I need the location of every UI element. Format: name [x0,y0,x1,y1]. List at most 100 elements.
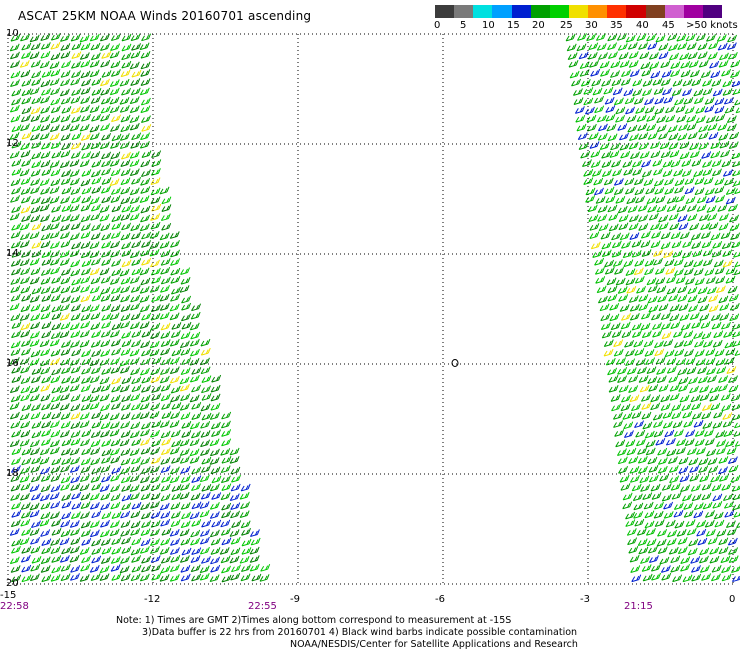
wind-barb [60,464,70,473]
wind-barb [632,168,643,176]
wind-barb [10,51,20,60]
wind-barb [646,123,657,132]
wind-barb [41,375,52,384]
wind-barb [70,295,81,304]
wind-barb [701,240,712,249]
wind-barb [651,231,661,239]
wind-barb [659,556,670,565]
wind-barb [190,430,201,439]
wind-barb [701,403,712,411]
wind-barb [598,52,608,60]
wind-barb [671,88,682,97]
wind-barb [20,69,31,78]
wind-barb [620,321,631,330]
wind-barb [191,303,201,312]
wind-barb [718,456,729,464]
wind-barb [683,502,694,510]
wind-barb [658,303,669,312]
wind-barb [611,330,622,338]
wind-barb [710,232,721,241]
wind-barb [642,79,653,87]
wind-barb [721,565,731,574]
wind-barb [605,113,616,122]
wind-barb [51,555,62,563]
wind-barb [21,528,32,536]
time-label: 22:55 [248,601,277,612]
wind-barb [70,421,81,430]
wind-barb [666,538,677,546]
wind-barb [11,457,21,465]
wind-barb [110,151,121,160]
wind-barb [719,313,730,321]
wind-barb [699,555,709,564]
wind-barb [200,347,211,356]
wind-barb [609,313,620,322]
wind-barb [120,124,131,133]
wind-barb [728,555,739,563]
wind-barb [628,385,639,393]
wind-barb [110,357,120,366]
wind-barb [635,429,646,438]
wind-barb [49,511,60,520]
wind-barb [688,457,699,466]
wind-barb [120,159,131,168]
wind-barb [682,410,693,419]
wind-barb [120,556,130,564]
wind-barb [567,52,578,60]
wind-barb [30,132,40,141]
wind-barb [121,249,132,257]
wind-barb [700,222,711,231]
wind-barb [708,222,719,230]
wind-barb [29,358,40,366]
wind-barb [131,376,142,385]
wind-barb [634,275,645,284]
wind-barb [70,430,81,438]
wind-barb [668,142,679,150]
wind-barb [578,51,589,60]
wind-barb [101,258,112,266]
wind-barb [704,519,715,528]
wind-barb [718,537,729,546]
wind-barb [722,79,733,88]
wind-barb [31,286,42,295]
wind-barb [80,241,91,249]
wind-barb [80,457,91,466]
wind-barb [714,177,725,186]
legend-swatch [607,5,627,18]
wind-barb [131,384,142,393]
wind-barb [689,465,700,473]
wind-barb [111,537,122,545]
wind-barb [40,502,51,510]
wind-barb [210,384,221,393]
wind-barb [697,286,708,295]
wind-barb [641,411,652,420]
wind-barb [587,204,598,213]
wind-barb [699,313,710,322]
wind-barb [732,494,740,501]
wind-barb [686,527,697,536]
wind-barb [670,69,681,78]
wind-barb [694,438,705,447]
wind-barb [721,159,732,168]
wind-barb [667,124,678,133]
legend-label: 10 [482,20,495,31]
wind-barb [633,502,644,511]
wind-barb [10,348,21,356]
wind-barb [727,285,738,294]
wind-barb [110,304,121,312]
wind-barb [110,33,121,42]
wind-barb [617,43,628,51]
wind-barb [706,205,717,213]
wind-barb [69,520,80,528]
wind-barb [665,267,676,275]
wind-barb [604,186,615,195]
wind-barb [120,466,131,475]
wind-barb [120,348,131,356]
wind-barb [583,97,594,106]
wind-barb [141,312,152,321]
wind-barb [221,574,232,583]
wind-barb [673,258,684,267]
wind-barb [111,511,122,519]
wind-barb [725,348,736,356]
wind-barb [625,519,636,527]
